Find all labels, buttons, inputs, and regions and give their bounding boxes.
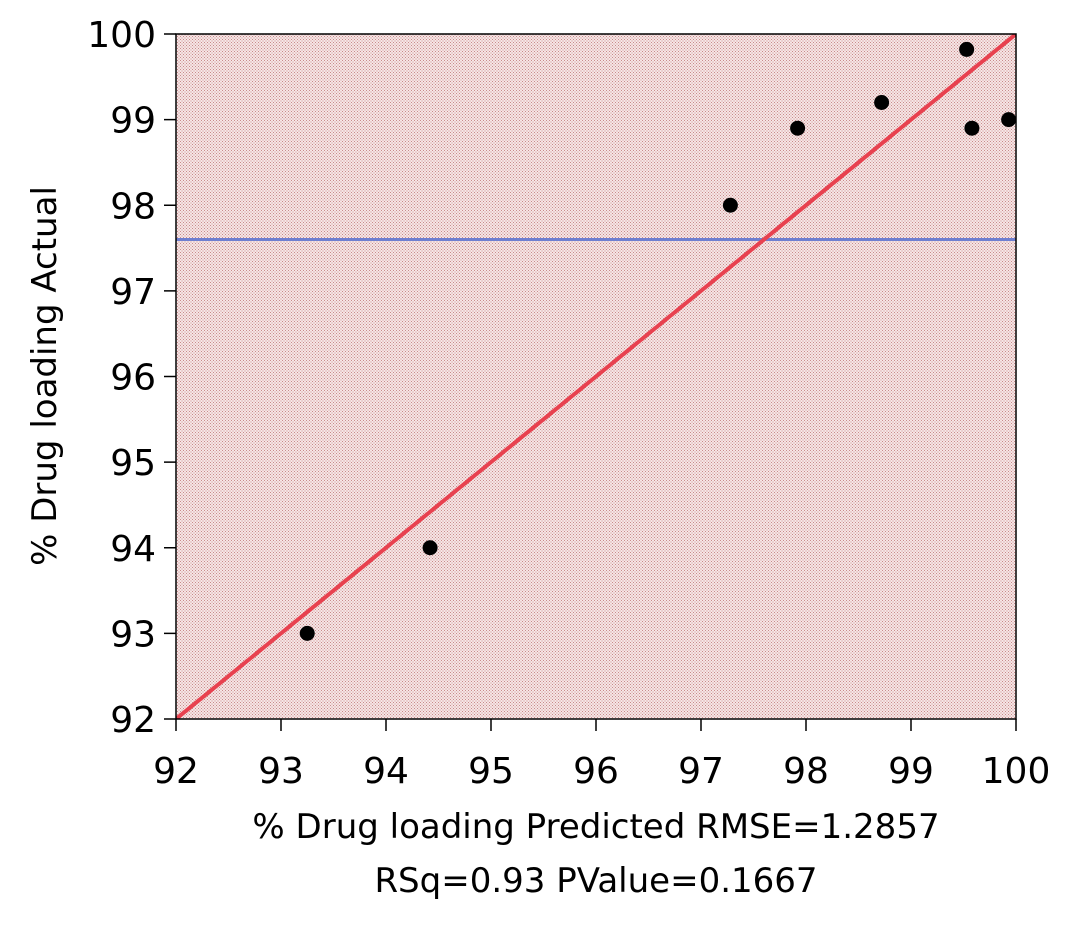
y-tick-label: 99 [110,101,156,142]
data-point-3 [722,197,738,213]
x-tick-label: 97 [678,751,724,792]
data-point-2 [422,540,438,556]
y-tick-label: 100 [87,15,156,56]
x-tick-label: 94 [363,751,409,792]
x-axis-title-line2: RSq=0.93 PValue=0.1667 [374,861,817,901]
y-tick-label: 96 [110,358,156,399]
y-axis-title: % Drug loading Actual [25,186,65,566]
data-point-7 [964,120,980,136]
x-tick-label: 99 [888,751,934,792]
x-tick-label: 96 [573,751,619,792]
data-point-4 [790,120,806,136]
y-tick-label: 95 [110,443,156,484]
y-tick-label: 94 [110,529,156,570]
x-tick-label: 100 [982,751,1051,792]
y-tick-label: 92 [110,700,156,741]
y-tick-label: 93 [110,614,156,655]
x-tick-label: 92 [153,751,199,792]
x-tick-label: 98 [783,751,829,792]
x-tick-label: 95 [468,751,514,792]
data-point-5 [874,95,890,110]
y-tick-label: 98 [110,186,156,227]
y-tick-label: 97 [110,272,156,313]
data-point-6 [959,41,975,57]
fit-line [176,34,1016,719]
data-point-8 [1001,112,1017,128]
x-axis-title: % Drug loading Predicted RMSE=1.2857 [252,807,939,847]
data-point-1 [299,625,315,641]
x-tick-label: 93 [258,751,304,792]
